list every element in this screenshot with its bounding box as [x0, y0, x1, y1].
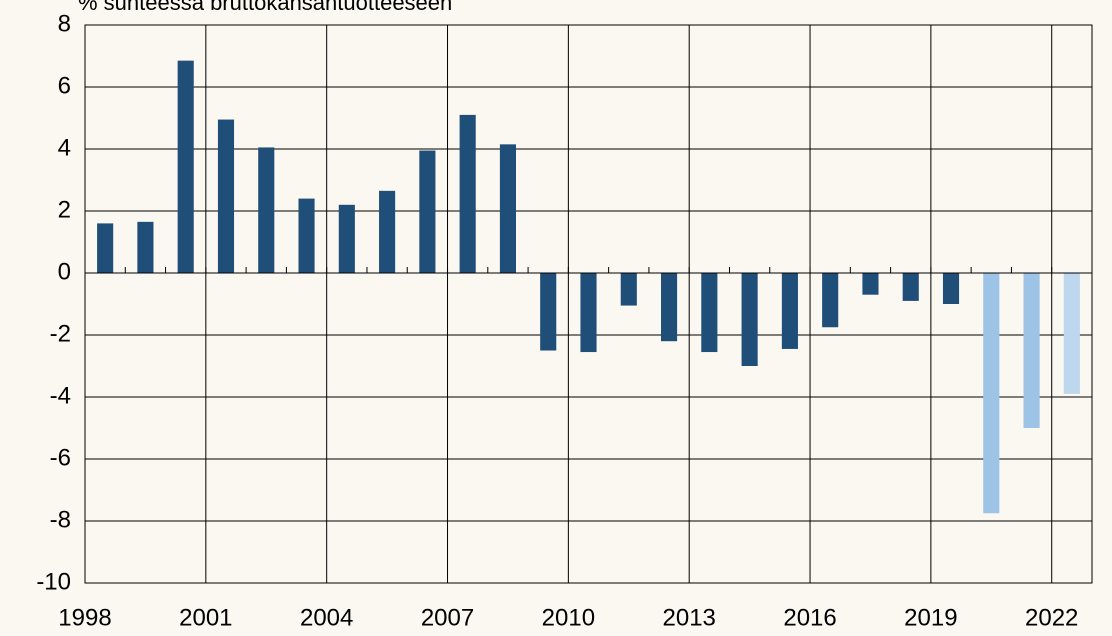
y-tick-label: -6 [50, 444, 71, 471]
x-tick-label: 2016 [783, 604, 836, 631]
bar [298, 198, 315, 273]
bar [459, 114, 476, 274]
bar [822, 273, 839, 328]
bar [942, 273, 960, 304]
x-tick-label: 2004 [300, 604, 353, 631]
bar [177, 60, 194, 274]
bar [338, 204, 355, 273]
y-tick-label: 6 [58, 72, 71, 99]
bar [741, 273, 758, 366]
bar [499, 144, 516, 273]
x-tick-label: 2019 [904, 604, 957, 631]
bar [862, 273, 879, 295]
y-tick-label: -10 [36, 568, 71, 595]
bar [983, 273, 1000, 514]
bar [137, 221, 154, 273]
y-tick-label: 4 [58, 134, 71, 161]
bar [1063, 273, 1080, 394]
bar [1023, 273, 1040, 428]
bar [580, 273, 597, 353]
bar [620, 273, 637, 306]
y-tick-label: -4 [50, 382, 71, 409]
y-tick-label: 2 [58, 196, 71, 223]
x-tick-label: 2010 [542, 604, 595, 631]
x-tick-label: 1998 [58, 604, 111, 631]
bar [540, 273, 557, 351]
bar [258, 147, 275, 273]
y-tick-label: 0 [58, 258, 71, 285]
x-tick-label: 2007 [421, 604, 474, 631]
y-tick-label: -2 [50, 320, 71, 347]
y-tick-label: 8 [58, 10, 71, 37]
y-tick-label: -8 [50, 506, 71, 533]
x-tick-label: 2001 [179, 604, 232, 631]
bar [379, 190, 396, 273]
x-tick-label: 2022 [1025, 604, 1078, 631]
bar [701, 273, 718, 353]
chart-title: % suhteessa bruttokansantuotteeseen [78, 0, 452, 15]
x-tick-label: 2013 [663, 604, 716, 631]
bar [419, 150, 436, 273]
bar [97, 223, 114, 273]
bar [781, 273, 798, 349]
bar [902, 273, 919, 301]
bar [217, 119, 235, 273]
bar [661, 273, 678, 342]
